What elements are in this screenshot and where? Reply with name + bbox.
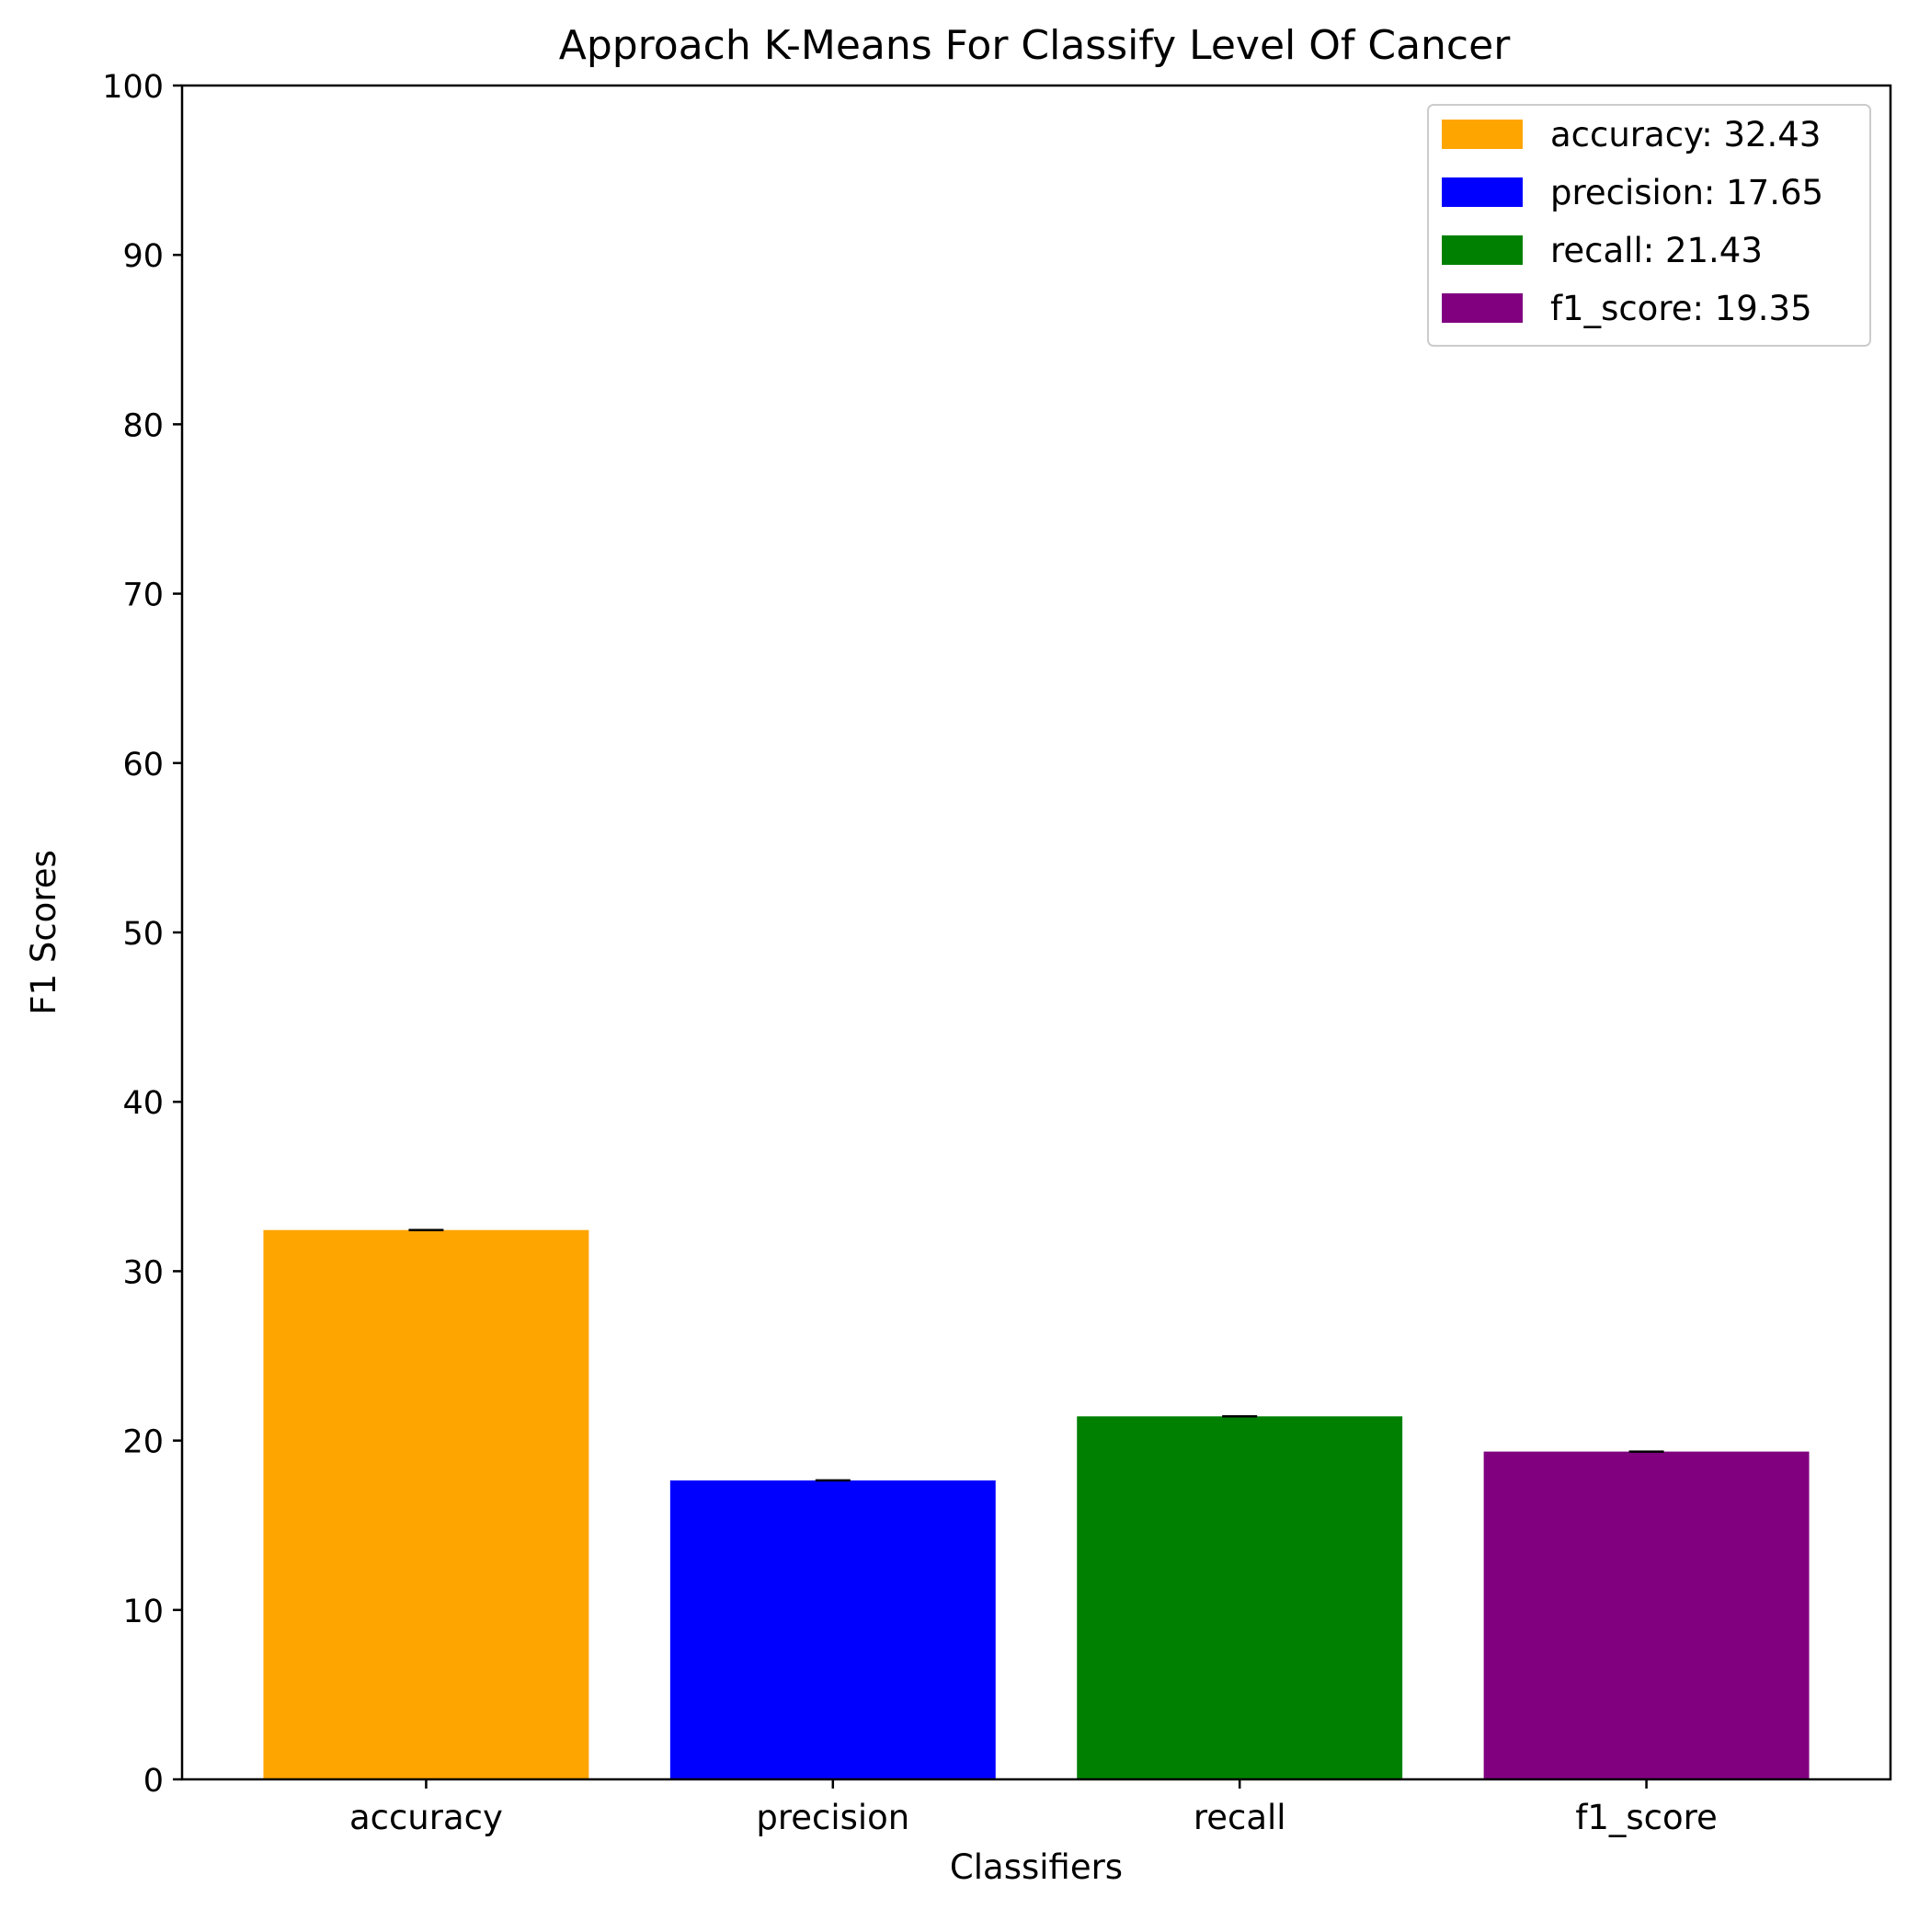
y-tick-label: 10 — [122, 1594, 164, 1630]
y-tick-label: 90 — [122, 238, 164, 275]
legend-label: f1_score: 19.35 — [1550, 289, 1812, 328]
x-tick-label: accuracy — [349, 1798, 503, 1837]
y-tick-label: 60 — [122, 747, 164, 783]
legend-swatch — [1442, 235, 1523, 265]
legend-swatch — [1442, 120, 1523, 149]
x-axis: accuracy precision recall f1_score — [349, 1779, 1718, 1837]
plot-frame — [180, 84, 1892, 1781]
legend-label: recall: 21.43 — [1550, 231, 1763, 270]
y-tick-label: 30 — [122, 1254, 164, 1291]
y-tick-label: 70 — [122, 577, 164, 614]
bar-recall — [1077, 1416, 1403, 1779]
bars-layer — [263, 1229, 1810, 1779]
y-tick-label: 20 — [122, 1424, 164, 1461]
y-axis-label: F1 Scores — [24, 850, 63, 1015]
x-axis-label: Classifiers — [950, 1847, 1123, 1887]
legend-label: precision: 17.65 — [1550, 173, 1823, 212]
x-tick-label: recall — [1194, 1798, 1286, 1837]
bar-precision — [669, 1480, 996, 1779]
legend: accuracy: 32.43 precision: 17.65 recall: 2… — [1427, 104, 1871, 347]
bar-f1_score — [1483, 1451, 1810, 1779]
bar-accuracy — [263, 1229, 589, 1779]
legend-swatch — [1442, 293, 1523, 323]
legend-frame — [1427, 104, 1871, 347]
chart-title: Approach K-Means For Classify Level Of C… — [559, 22, 1511, 69]
x-tick-label: precision — [756, 1798, 909, 1837]
y-tick-label: 40 — [122, 1085, 164, 1122]
x-tick-label: f1_score — [1575, 1798, 1718, 1837]
legend-label: accuracy: 32.43 — [1550, 115, 1821, 154]
y-tick-label: 50 — [122, 916, 164, 953]
legend-swatch — [1442, 177, 1523, 207]
y-tick-label: 0 — [143, 1763, 164, 1800]
y-tick-label: 80 — [122, 407, 164, 444]
y-axis: 0 10 20 30 40 50 60 70 80 90 100 — [102, 69, 182, 1800]
y-tick-label: 100 — [102, 69, 164, 106]
